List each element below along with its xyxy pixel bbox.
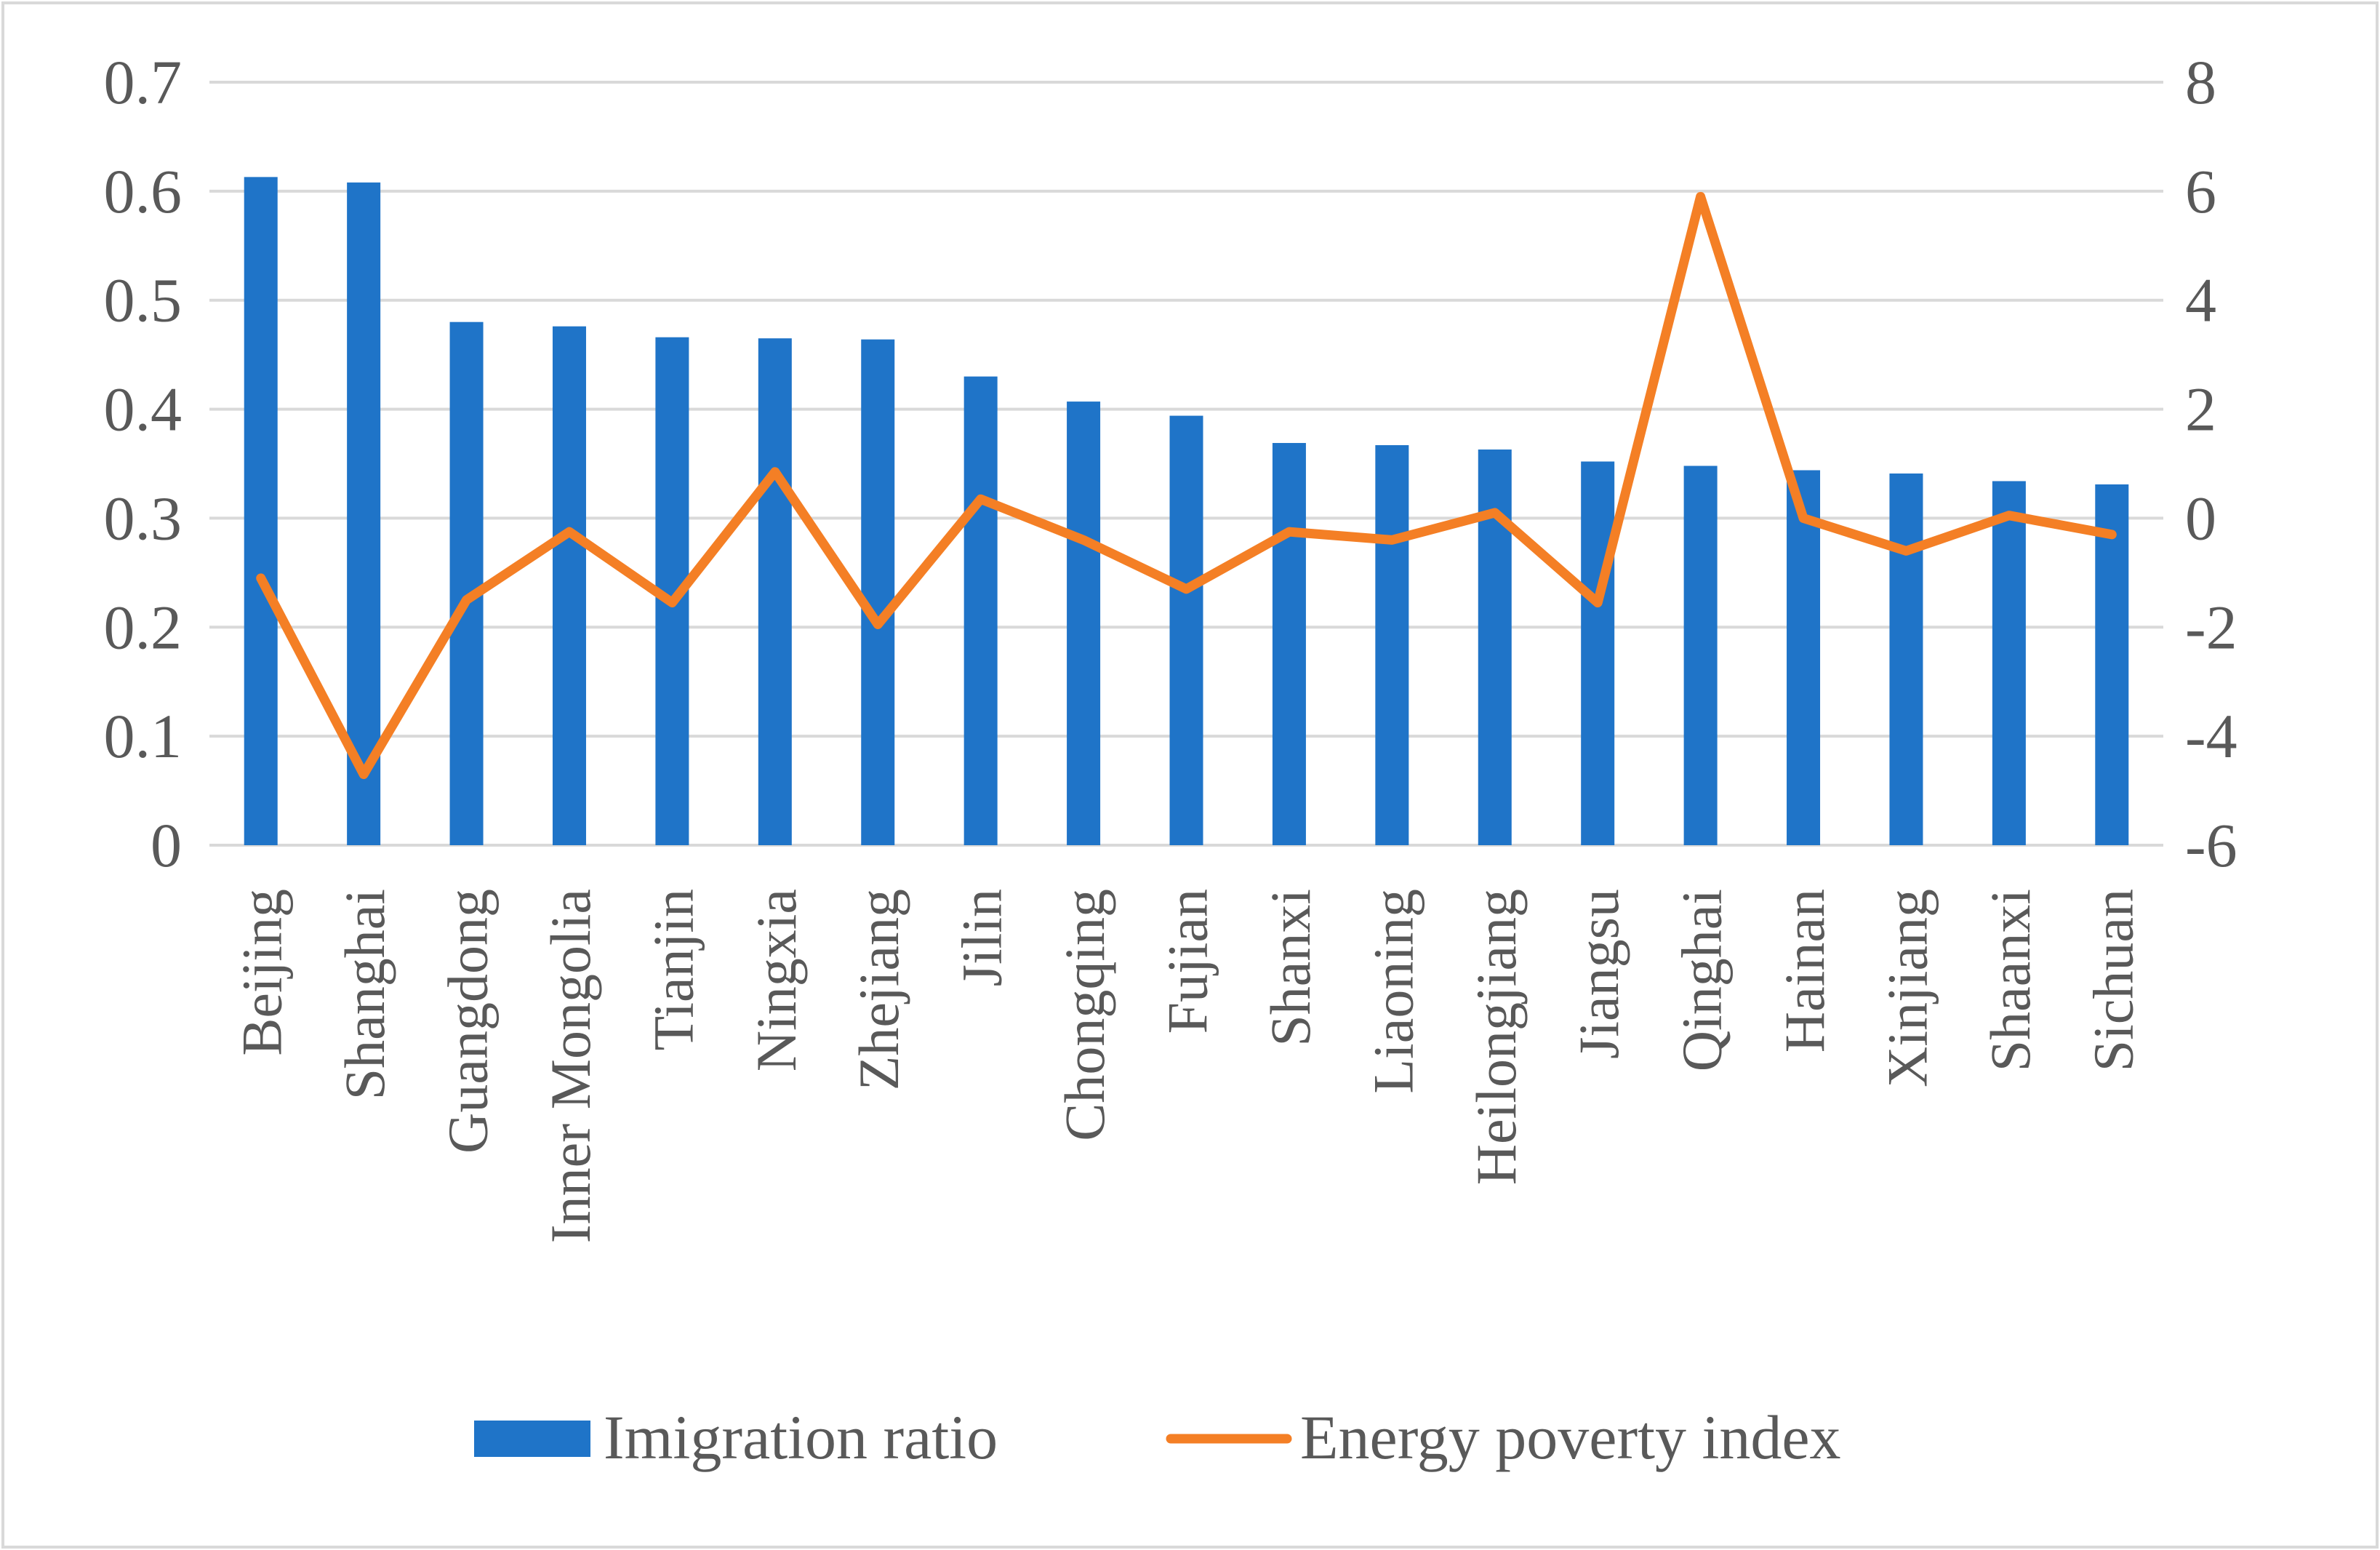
bar-series-imigration-ratio xyxy=(244,177,2129,846)
bar xyxy=(1787,470,1821,845)
right-y-tick-label: 4 xyxy=(2185,265,2216,335)
bar xyxy=(244,177,278,845)
category-label: Beijing xyxy=(231,889,294,1056)
left-y-tick-label: 0 xyxy=(151,810,182,880)
left-y-tick-label: 0.3 xyxy=(104,483,183,553)
category-label: Shaanxi xyxy=(1979,889,2042,1071)
category-label: Shanxi xyxy=(1259,889,1322,1047)
bar xyxy=(1581,461,1615,845)
category-label: Heilongjiang xyxy=(1465,889,1528,1185)
category-label: Inner Mongolia xyxy=(539,889,602,1243)
bar xyxy=(552,326,586,845)
bar xyxy=(1067,402,1101,845)
right-y-tick-label: 2 xyxy=(2185,375,2216,444)
x-axis: Beijing Shanghai Guangdong Inner Mongolia Ti… xyxy=(231,889,2145,1243)
gridlines xyxy=(209,81,2163,847)
category-label: Sichuan xyxy=(2081,889,2144,1071)
legend: Imigration ratio Energy poverty index xyxy=(474,1402,1841,1472)
right-y-tick-label: 8 xyxy=(2185,47,2216,117)
bar xyxy=(1375,445,1409,845)
line-series-energy-poverty-index xyxy=(256,191,2117,780)
bar xyxy=(758,338,792,845)
category-label: Shanghai xyxy=(333,889,396,1100)
category-label: Zhejiang xyxy=(847,889,910,1090)
left-y-tick-label: 0.2 xyxy=(104,592,183,662)
left-y-tick-label: 0.6 xyxy=(104,156,183,226)
left-y-tick-label: 0.4 xyxy=(104,375,183,444)
bar xyxy=(1683,466,1718,845)
legend-label-imigration-ratio: Imigration ratio xyxy=(604,1402,998,1472)
right-y-tick-label: -2 xyxy=(2185,592,2237,662)
left-y-tick-label: 0.1 xyxy=(104,701,183,771)
legend-swatch-bar xyxy=(474,1421,590,1457)
category-label: Qinghai xyxy=(1670,889,1734,1071)
right-y-tick-label: -6 xyxy=(2185,810,2237,880)
category-label: Hainan xyxy=(1773,889,1836,1052)
category-label: Fujian xyxy=(1156,889,1219,1034)
right-y-tick-label: 0 xyxy=(2185,483,2216,553)
bar xyxy=(1889,473,1923,845)
right-y-axis: -6 -4 -2 0 2 4 6 8 xyxy=(2185,47,2237,880)
category-label: Ningxia xyxy=(745,889,808,1071)
bar xyxy=(963,376,998,845)
bar xyxy=(1169,415,1203,845)
category-label: Jiangsu xyxy=(1567,889,1630,1059)
bar xyxy=(861,339,895,846)
category-label: Jilin xyxy=(950,889,1014,986)
category-label: Chongqing xyxy=(1053,889,1116,1141)
category-label: Liaoning xyxy=(1361,889,1425,1094)
right-y-tick-label: -4 xyxy=(2185,701,2237,771)
left-y-axis: 0 0.1 0.2 0.3 0.4 0.5 0.6 0.7 xyxy=(104,47,183,880)
bar xyxy=(1992,481,2026,845)
legend-label-energy-poverty-index: Energy poverty index xyxy=(1300,1402,1841,1472)
right-y-tick-label: 6 xyxy=(2185,156,2216,226)
bar xyxy=(1272,443,1306,845)
left-y-tick-label: 0.5 xyxy=(104,265,183,335)
bar xyxy=(449,321,484,846)
bar xyxy=(347,182,381,845)
category-label: Tianjin xyxy=(641,889,705,1051)
category-label: Guangdong xyxy=(436,889,500,1154)
bar xyxy=(2095,484,2129,845)
category-label: Xinjiang xyxy=(1875,889,1939,1087)
left-y-tick-label: 0.7 xyxy=(104,47,183,117)
